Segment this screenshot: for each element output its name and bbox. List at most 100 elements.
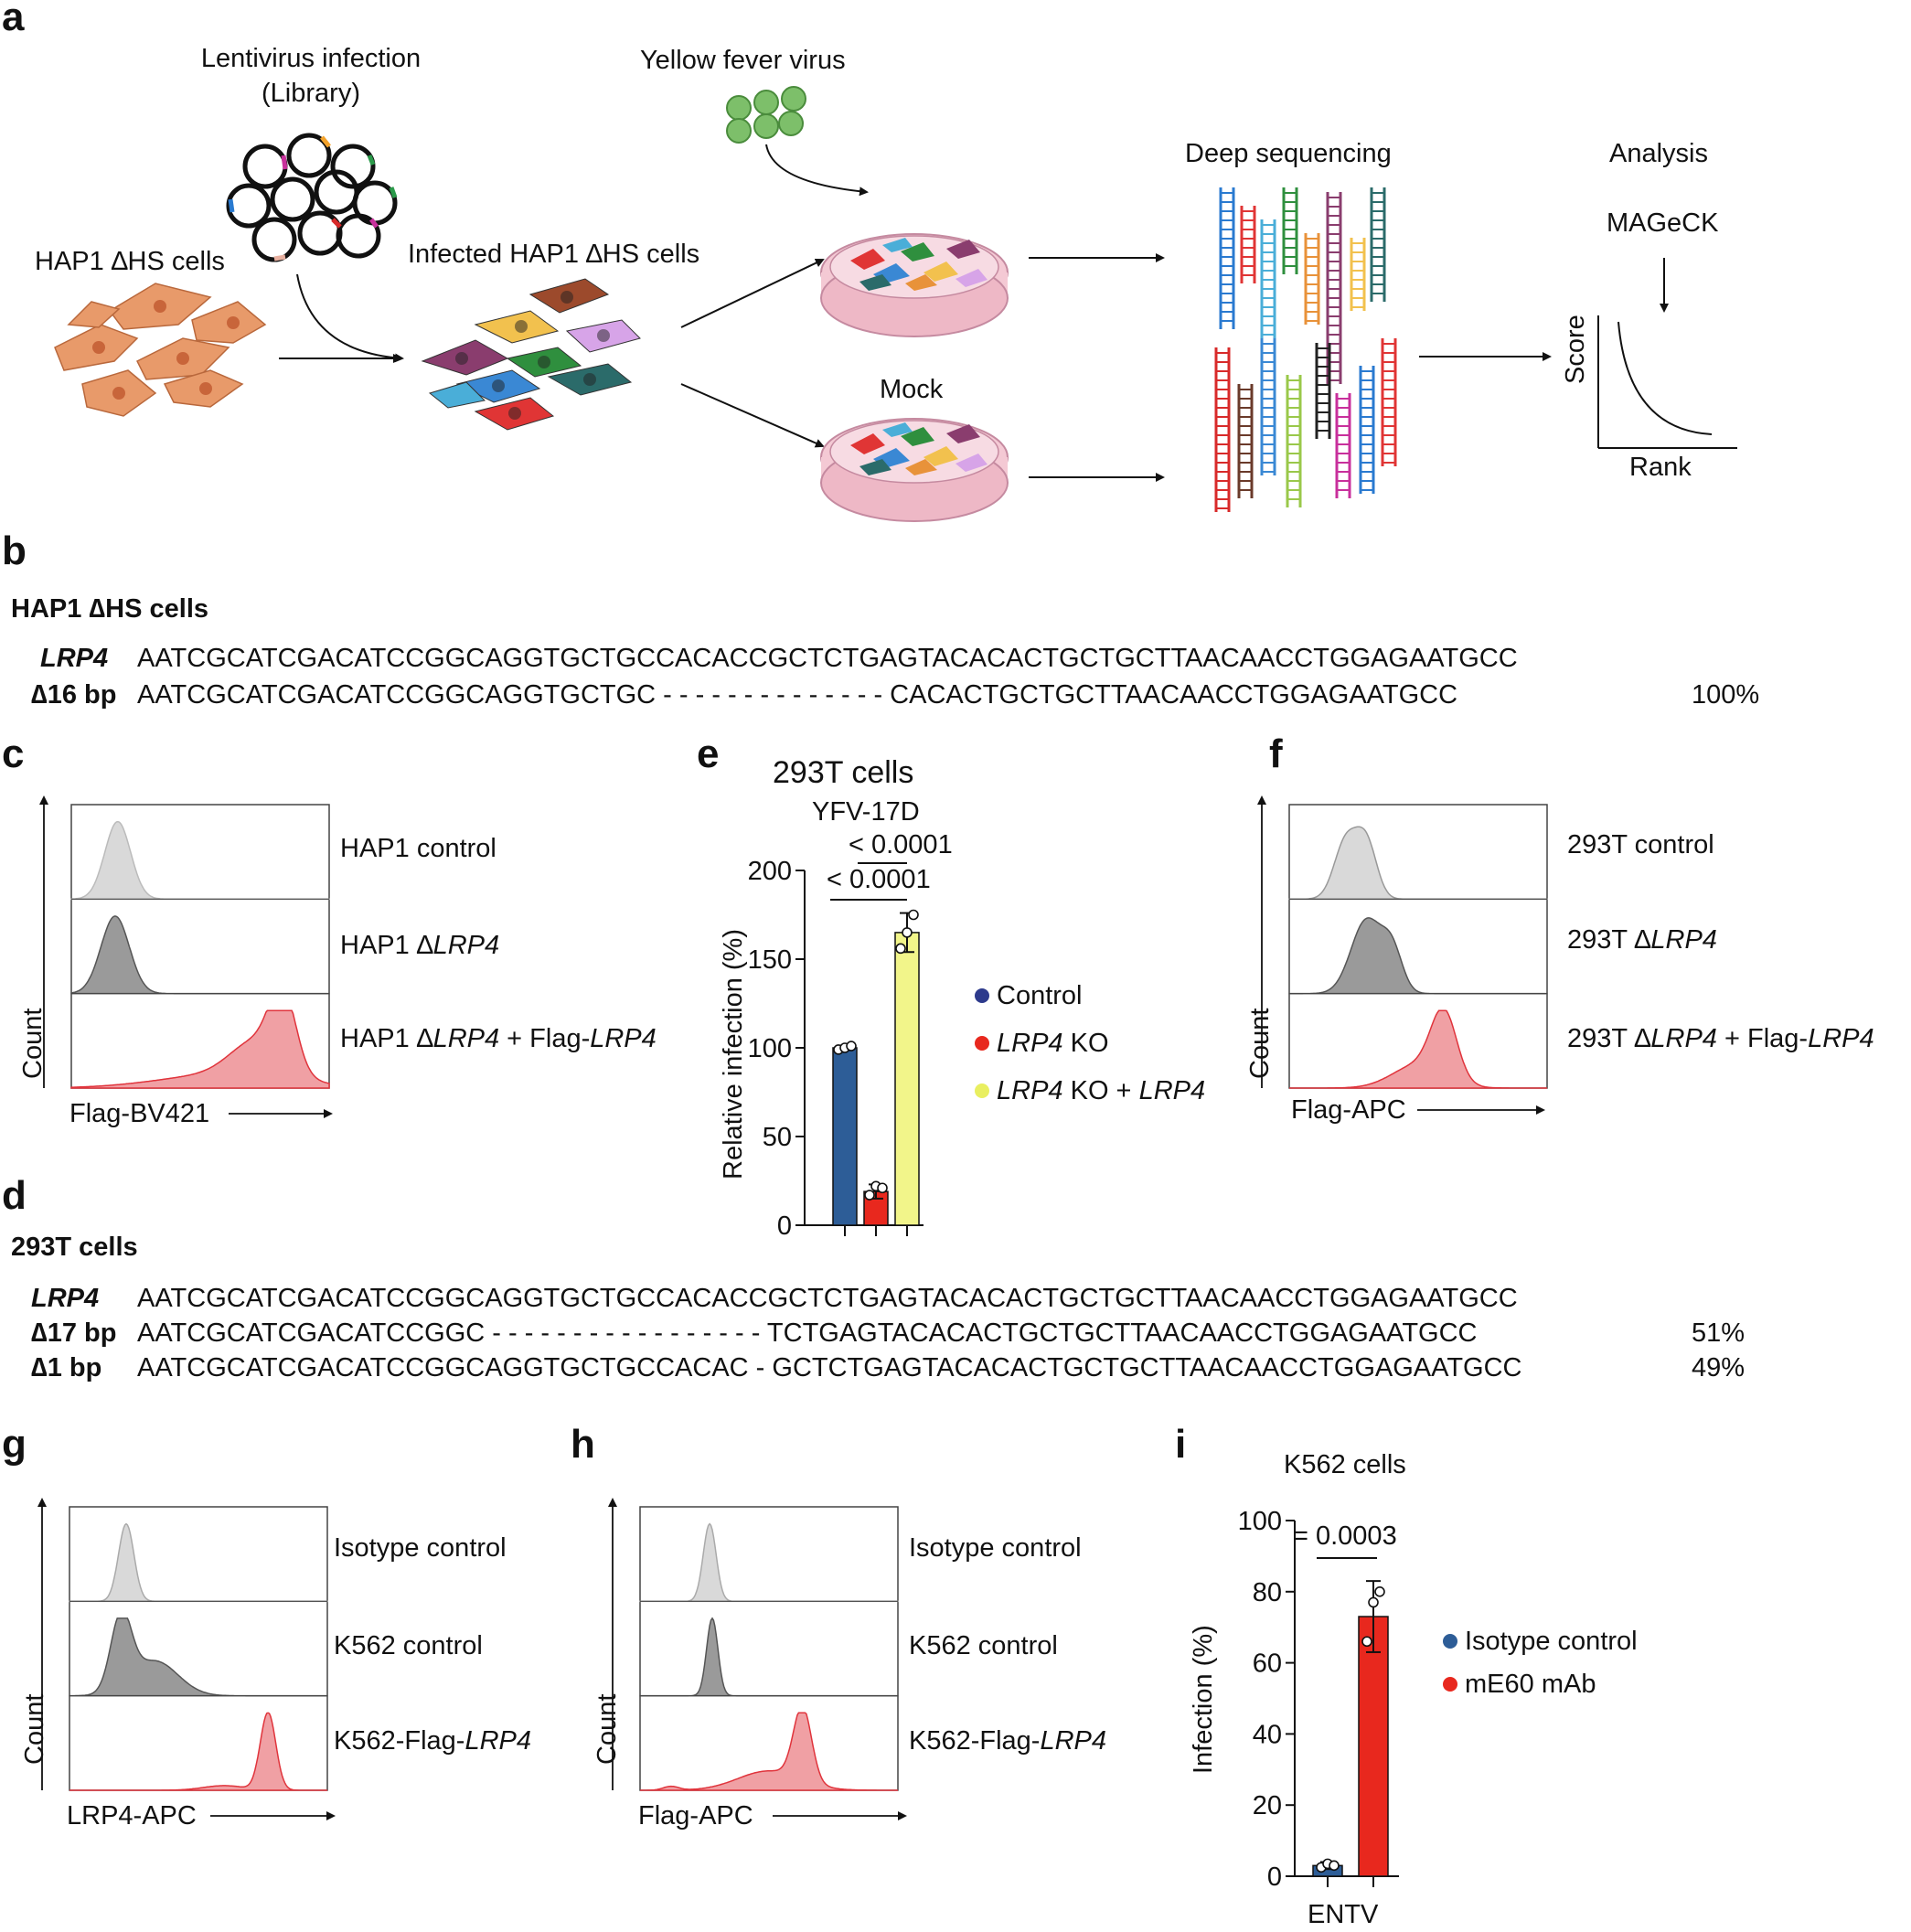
mageck-label: MAGeCK [1607, 208, 1719, 238]
h-histogram-3 [640, 1712, 898, 1791]
e-chart-point-1-3 [846, 1041, 857, 1051]
f-histogram-3 [1289, 1009, 1547, 1089]
293t-sequence-title: 293T cells [11, 1233, 138, 1262]
c-row-label-3: HAP1 ∆LRP4 + Flag-LRP4 [340, 1024, 657, 1053]
e-chart: 0 50 100 150 200 [748, 857, 923, 1241]
seq-del16-percent: 100% [1692, 680, 1760, 710]
legend-marker [975, 988, 989, 1004]
i-chart-ytick-100: 100 [1238, 1507, 1282, 1536]
legend-marker [1443, 1677, 1457, 1692]
c-row-label-2: HAP1 ∆LRP4 [340, 931, 500, 960]
g-histogram-panel [37, 1498, 328, 1791]
e-chart-bar-3 [894, 932, 920, 1226]
e-chart-point-2-1 [864, 1190, 875, 1201]
f-row-label-2: 293T ∆LRP4 [1567, 925, 1717, 955]
hap1-sequence-title: HAP1 ∆HS cells [11, 594, 208, 624]
legend-item-2: LRP4 KO [975, 1028, 1109, 1059]
panel-label-c: c [2, 731, 25, 776]
i-chart-point-2-2 [1368, 1596, 1379, 1608]
seq-reference-293t: AATCGCATCGACATCCGGCAGGTGCTGCCACACCGCTCTG… [137, 1284, 1518, 1313]
h-histogram-panel [608, 1498, 899, 1791]
lentivirus-label-2: (Library) [262, 79, 360, 108]
e-chart-ytick-200: 200 [748, 857, 792, 886]
analysis-label: Analysis [1609, 139, 1708, 168]
legend-label: Isotype control [1465, 1626, 1638, 1656]
i-chart-ytick-60: 60 [1253, 1649, 1282, 1679]
seq-del1-percent: 49% [1692, 1353, 1746, 1382]
panel-label-i: i [1175, 1422, 1187, 1467]
legend-marker [1443, 1634, 1457, 1649]
c-histogram-panel [39, 795, 330, 1089]
e-chart-ytick-100: 100 [748, 1034, 792, 1063]
infected-cells-label: Infected HAP1 ∆HS cells [408, 240, 700, 269]
i-chart-ytick-80: 80 [1253, 1578, 1282, 1607]
plasmid-library-illustration [226, 133, 398, 262]
legend-marker [975, 1036, 989, 1051]
e-chart-point-3-1 [895, 943, 906, 955]
i-chart: 0 20 40 60 80 100 [1238, 1507, 1399, 1892]
lentivirus-label-1: Lentivirus infection [200, 44, 422, 73]
analysis-score-rank-plot [1597, 258, 1737, 449]
mock-label: Mock [880, 375, 944, 404]
e-chart-title: 293T cells [773, 755, 914, 790]
seq-reference: AATCGCATCGACATCCGGCAGGTGCTGCCACACCGCTCTG… [137, 644, 1518, 673]
e-chart-subtitle: YFV-17D [812, 797, 920, 827]
workflow-schematic [54, 86, 1737, 522]
panel-label-e: e [697, 731, 720, 776]
e-chart-point-3-2 [902, 927, 913, 938]
panel-label-b: b [2, 528, 27, 573]
i-x-label: ENTV [1308, 1900, 1379, 1929]
seq-del17-percent: 51% [1692, 1318, 1746, 1348]
e-chart-point-3-3 [908, 909, 919, 921]
seq-del1: AATCGCATCGACATCCGGCAGGTGCTGCCACAC - GCTC… [137, 1353, 1522, 1382]
seq-label-del1: ∆1 bp [31, 1353, 102, 1382]
seq-del17: AATCGCATCGACATCCGGC - - - - - - - - - - … [137, 1318, 1478, 1348]
h-row-label-2: K562 control [909, 1631, 1058, 1660]
f-x-label: Flag-APC [1291, 1095, 1406, 1125]
legend-item-2: mE60 mAb [1443, 1669, 1596, 1700]
seq-label-del16: ∆16 bp [31, 680, 117, 710]
deep-sequencing-label: Deep sequencing [1185, 139, 1392, 168]
panel-label-g: g [2, 1422, 27, 1467]
h-row-label-1: Isotype control [909, 1533, 1082, 1563]
dna-ladders-illustration [1214, 187, 1397, 512]
legend-label: LRP4 KO [997, 1028, 1109, 1058]
g-row-label-2: K562 control [334, 1631, 483, 1660]
rank-label: Rank [1629, 453, 1692, 482]
i-chart-point-2-3 [1374, 1586, 1385, 1597]
i-chart-point-1-3 [1329, 1860, 1340, 1872]
panel-label-f: f [1269, 731, 1283, 776]
legend-label: mE60 mAb [1465, 1669, 1596, 1699]
g-x-label: LRP4-APC [67, 1801, 197, 1831]
f-row-label-3: 293T ∆LRP4 + Flag-LRP4 [1567, 1024, 1874, 1053]
legend-item-1: Isotype control [1443, 1626, 1638, 1657]
c-x-label: Flag-BV421 [69, 1099, 210, 1128]
seq-del16: AATCGCATCGACATCCGGCAGGTGCTGC - - - - - -… [137, 680, 1458, 710]
legend-label: LRP4 KO + LRP4 [997, 1075, 1206, 1105]
e-chart-ytick-50: 50 [763, 1123, 792, 1152]
e-chart-ytick-150: 150 [748, 945, 792, 975]
g-row-label-1: Isotype control [334, 1533, 507, 1563]
h-row-label-3: K562-Flag-LRP4 [909, 1726, 1107, 1756]
legend-item-3: LRP4 KO + LRP4 [975, 1075, 1205, 1106]
i-chart-ytick-0: 0 [1267, 1863, 1282, 1892]
hap1-cells-label: HAP1 ∆HS cells [35, 247, 225, 276]
i-chart-point-2-1 [1361, 1636, 1372, 1648]
h-x-label: Flag-APC [638, 1801, 753, 1831]
g-histogram-3 [69, 1712, 327, 1791]
g-row-label-3: K562-Flag-LRP4 [334, 1726, 532, 1756]
f-histogram-panel [1257, 795, 1548, 1089]
seq-label-lrp4: LRP4 [40, 644, 109, 673]
panel-label-a: a [2, 0, 25, 39]
legend-label: Control [997, 980, 1083, 1010]
c-histogram-3 [70, 1009, 330, 1089]
e-pvalue-1: < 0.0001 [849, 830, 953, 859]
i-chart-ytick-40: 40 [1253, 1720, 1282, 1749]
e-chart-ytick-0: 0 [777, 1212, 792, 1241]
c-row-label-1: HAP1 control [340, 834, 496, 863]
seq-label-del17: ∆17 bp [31, 1318, 117, 1348]
seq-label-lrp4-293t: LRP4 [31, 1284, 100, 1313]
f-row-label-1: 293T control [1567, 830, 1714, 859]
